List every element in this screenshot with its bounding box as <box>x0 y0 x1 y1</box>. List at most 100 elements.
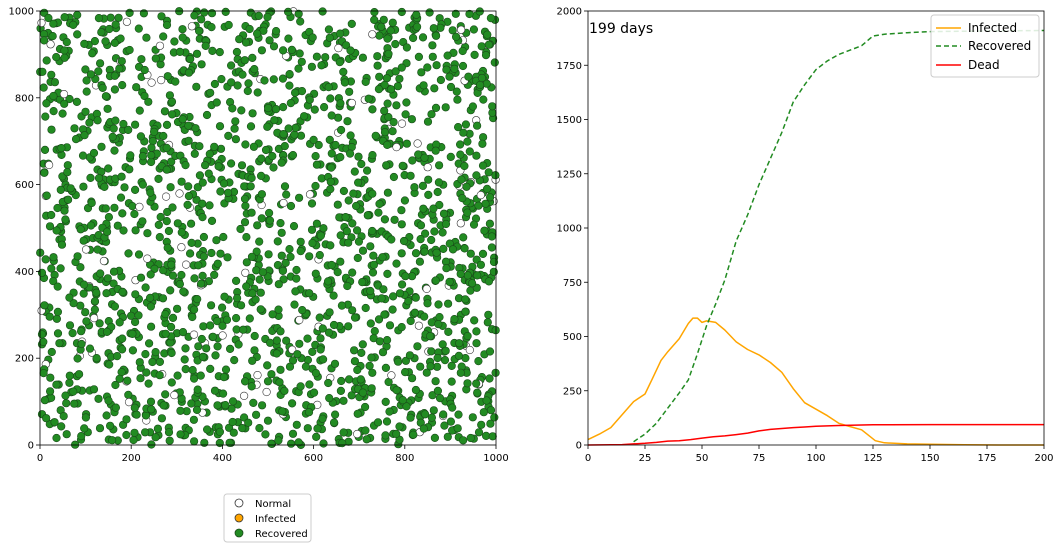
scatter-point-recovered <box>151 54 160 63</box>
scatter-point-recovered <box>240 56 249 65</box>
scatter-point-recovered <box>76 327 86 336</box>
scatter-point-recovered <box>146 293 155 303</box>
scatter-point-recovered <box>136 132 145 141</box>
scatter-point-recovered <box>263 416 273 425</box>
scatter-point-recovered <box>350 313 360 322</box>
scatter-point-recovered <box>472 339 481 348</box>
scatter-point-recovered <box>97 142 106 151</box>
scatter-point-recovered <box>248 356 257 365</box>
scatter-point-normal <box>456 219 465 228</box>
scatter-point-recovered <box>327 260 336 270</box>
scatter-x-axis: 0 200 400 600 800 1000 <box>37 445 509 464</box>
scatter-point-recovered <box>197 60 206 69</box>
scatter-point-recovered <box>40 145 50 154</box>
scatter-point-recovered <box>265 208 274 218</box>
scatter-point-recovered <box>318 7 327 16</box>
series-line-recovered <box>633 29 1045 443</box>
scatter-point-recovered <box>331 140 340 150</box>
scatter-point-recovered <box>312 432 321 442</box>
scatter-point-normal <box>162 192 171 201</box>
scatter-point-recovered <box>442 65 451 74</box>
scatter-point-recovered <box>101 204 110 213</box>
scatter-point-recovered <box>424 175 433 184</box>
scatter-point-recovered <box>279 275 288 284</box>
scatter-point-recovered <box>397 220 406 229</box>
days-annotation: 199 days <box>589 21 653 37</box>
scatter-point-recovered <box>110 38 119 48</box>
scatter-point-recovered <box>284 34 293 43</box>
scatter-point-recovered <box>252 266 261 275</box>
scatter-point-recovered <box>189 415 198 424</box>
scatter-point-recovered <box>374 84 384 94</box>
scatter-point-recovered <box>257 214 266 223</box>
scatter-point-recovered <box>387 85 396 94</box>
scatter-point-recovered <box>167 378 176 387</box>
scatter-point-recovered <box>327 163 336 172</box>
scatter-point-recovered <box>324 25 334 34</box>
scatter-point-recovered <box>296 17 305 26</box>
scatter-point-recovered <box>162 217 171 226</box>
scatter-point-recovered <box>330 359 340 368</box>
y-tick-label: 0 <box>576 441 582 452</box>
scatter-point-recovered <box>157 12 166 21</box>
legend-text-recovered: Recovered <box>968 39 1031 53</box>
scatter-point-recovered <box>295 339 304 348</box>
scatter-point-recovered <box>79 289 88 298</box>
scatter-point-recovered <box>248 289 257 298</box>
scatter-point-recovered <box>458 61 468 71</box>
scatter-point-recovered <box>192 49 202 58</box>
scatter-point-recovered <box>397 63 406 72</box>
scatter-point-recovered <box>278 74 288 83</box>
scatter-point-recovered <box>474 428 484 437</box>
scatter-point-recovered <box>115 318 124 327</box>
scatter-point-recovered <box>125 8 134 17</box>
legend-text-infected: Infected <box>968 21 1017 35</box>
scatter-point-recovered <box>207 216 217 225</box>
scatter-point-recovered <box>85 118 94 127</box>
scatter-point-recovered <box>352 201 361 211</box>
scatter-point-recovered <box>138 152 147 161</box>
scatter-point-recovered <box>312 219 322 228</box>
scatter-point-recovered <box>273 237 282 246</box>
scatter-point-recovered <box>336 231 345 240</box>
scatter-point-recovered <box>101 92 110 101</box>
scatter-point-recovered <box>485 219 495 228</box>
scatter-point-recovered <box>81 107 90 116</box>
scatter-point-recovered <box>456 269 465 279</box>
scatter-point-recovered <box>45 222 55 231</box>
scatter-point-recovered <box>98 83 107 92</box>
scatter-point-recovered <box>385 407 394 416</box>
scatter-point-recovered <box>227 78 236 87</box>
scatter-point-recovered <box>252 410 261 419</box>
scatter-point-recovered <box>193 385 202 394</box>
scatter-point-recovered <box>119 226 128 235</box>
scatter-point-recovered <box>213 342 222 351</box>
scatter-point-recovered <box>477 420 486 429</box>
scatter-point-recovered <box>147 151 156 160</box>
scatter-point-recovered <box>199 252 208 261</box>
scatter-point-recovered <box>242 233 251 242</box>
scatter-point-recovered <box>315 251 324 260</box>
scatter-point-recovered <box>110 302 119 311</box>
scatter-point-recovered <box>483 318 492 327</box>
scatter-point-recovered <box>331 410 340 419</box>
scatter-point-recovered <box>336 257 345 266</box>
scatter-point-recovered <box>451 9 460 18</box>
scatter-point-recovered <box>49 277 58 286</box>
scatter-point-recovered <box>161 390 170 399</box>
y-tick-label: 1750 <box>557 61 582 72</box>
scatter-point-normal <box>187 22 196 31</box>
scatter-point-recovered <box>401 356 411 365</box>
scatter-point-recovered <box>206 321 215 330</box>
scatter-point-recovered <box>68 329 77 338</box>
scatter-point-recovered <box>414 150 423 159</box>
scatter-point-recovered <box>80 424 89 433</box>
scatter-point-recovered <box>76 263 85 272</box>
scatter-point-recovered <box>148 357 157 367</box>
scatter-point-recovered <box>208 46 217 56</box>
scatter-point-recovered <box>267 370 276 379</box>
scatter-point-recovered <box>383 336 392 345</box>
scatter-point-recovered <box>205 201 214 210</box>
scatter-point-recovered <box>60 99 69 108</box>
scatter-point-recovered <box>486 14 496 23</box>
